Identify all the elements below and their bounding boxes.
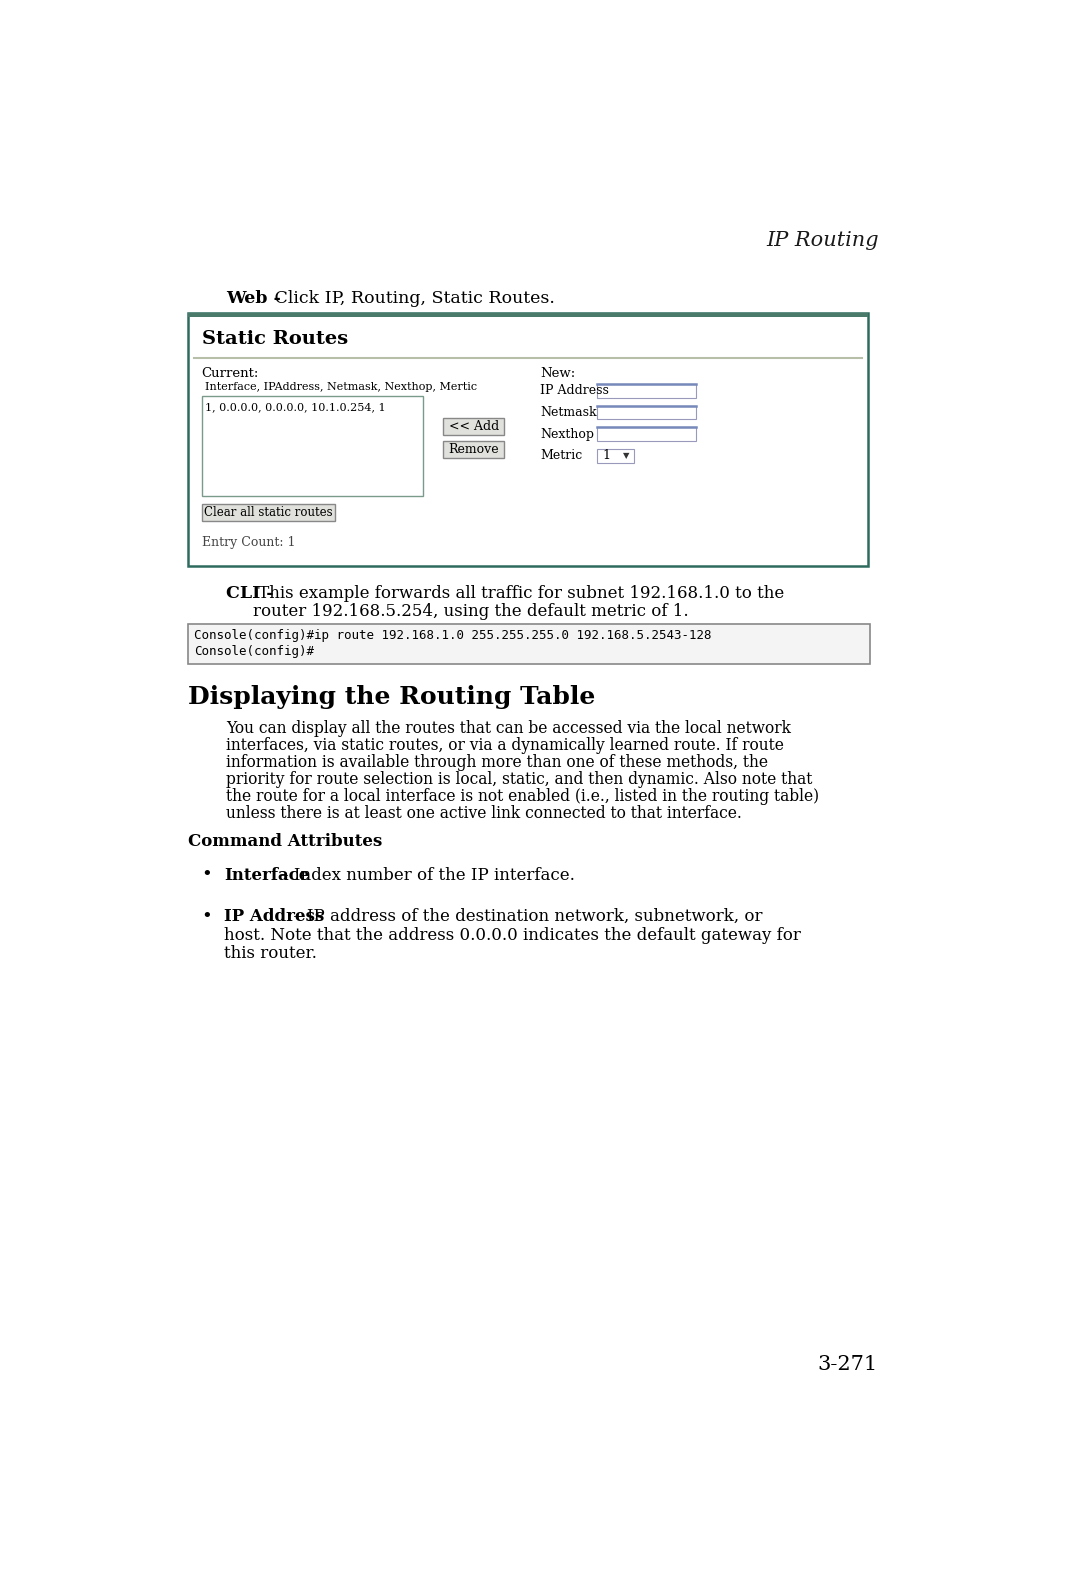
- Text: IP Routing: IP Routing: [767, 231, 879, 250]
- Text: Current:: Current:: [202, 367, 259, 380]
- Text: Console(config)#ip route 192.168.1.0 255.255.255.0 192.168.5.2543-128: Console(config)#ip route 192.168.1.0 255…: [194, 628, 712, 642]
- Bar: [202, 504, 335, 521]
- Text: 3-271: 3-271: [818, 1355, 877, 1374]
- Text: host. Note that the address 0.0.0.0 indicates the default gateway for: host. Note that the address 0.0.0.0 indi…: [225, 926, 801, 944]
- Text: information is available through more than one of these methods, the: information is available through more th…: [227, 754, 769, 771]
- Text: – Index number of the IP interface.: – Index number of the IP interface.: [275, 867, 576, 884]
- Text: IP Address: IP Address: [540, 385, 609, 397]
- Bar: [188, 312, 868, 317]
- Text: Console(config)#: Console(config)#: [194, 645, 314, 658]
- Text: •: •: [202, 907, 213, 926]
- Text: 1: 1: [603, 449, 610, 462]
- Text: unless there is at least one active link connected to that interface.: unless there is at least one active link…: [227, 805, 742, 823]
- Text: – IP address of the destination network, subnetwork, or: – IP address of the destination network,…: [288, 909, 762, 925]
- Text: IP Address: IP Address: [225, 909, 324, 925]
- Text: ▼: ▼: [622, 451, 629, 460]
- Text: Remove: Remove: [448, 443, 499, 455]
- Bar: [444, 418, 504, 435]
- Text: Nexthop: Nexthop: [540, 427, 594, 441]
- Bar: [597, 405, 697, 419]
- Text: Static Routes: Static Routes: [202, 330, 348, 349]
- Text: You can display all the routes that can be accessed via the local network: You can display all the routes that can …: [227, 721, 792, 738]
- Text: CLI -: CLI -: [227, 586, 274, 601]
- Text: Metric: Metric: [540, 449, 582, 462]
- Text: Clear all static routes: Clear all static routes: [204, 506, 333, 520]
- Bar: [444, 441, 504, 458]
- Text: Displaying the Routing Table: Displaying the Routing Table: [188, 685, 595, 708]
- Text: Netmask: Netmask: [540, 407, 597, 419]
- Bar: [597, 385, 697, 397]
- Text: Interface: Interface: [225, 867, 310, 884]
- Bar: [202, 396, 422, 496]
- Bar: [597, 449, 634, 463]
- Text: this router.: this router.: [225, 945, 318, 962]
- Text: router 192.168.5.254, using the default metric of 1.: router 192.168.5.254, using the default …: [253, 603, 688, 620]
- Text: priority for route selection is local, static, and then dynamic. Also note that: priority for route selection is local, s…: [227, 771, 813, 788]
- Text: << Add: << Add: [448, 419, 499, 433]
- Bar: [597, 427, 697, 441]
- Text: Entry Count: 1: Entry Count: 1: [202, 535, 295, 549]
- Text: Web -: Web -: [227, 290, 281, 308]
- Text: 1, 0.0.0.0, 0.0.0.0, 10.1.0.254, 1: 1, 0.0.0.0, 0.0.0.0, 10.1.0.254, 1: [205, 402, 386, 411]
- Text: the route for a local interface is not enabled (i.e., listed in the routing tabl: the route for a local interface is not e…: [227, 788, 820, 805]
- Text: •: •: [202, 867, 213, 884]
- Text: New:: New:: [540, 367, 576, 380]
- Text: Interface, IPAddress, Netmask, Nexthop, Mertic: Interface, IPAddress, Netmask, Nexthop, …: [205, 382, 477, 392]
- Text: Command Attributes: Command Attributes: [188, 832, 382, 849]
- Bar: [188, 312, 868, 565]
- Text: interfaces, via static routes, or via a dynamically learned route. If route: interfaces, via static routes, or via a …: [227, 738, 784, 754]
- Bar: [188, 625, 869, 664]
- Text: This example forwards all traffic for subnet 192.168.1.0 to the: This example forwards all traffic for su…: [253, 586, 784, 601]
- Text: Click IP, Routing, Static Routes.: Click IP, Routing, Static Routes.: [269, 290, 555, 308]
